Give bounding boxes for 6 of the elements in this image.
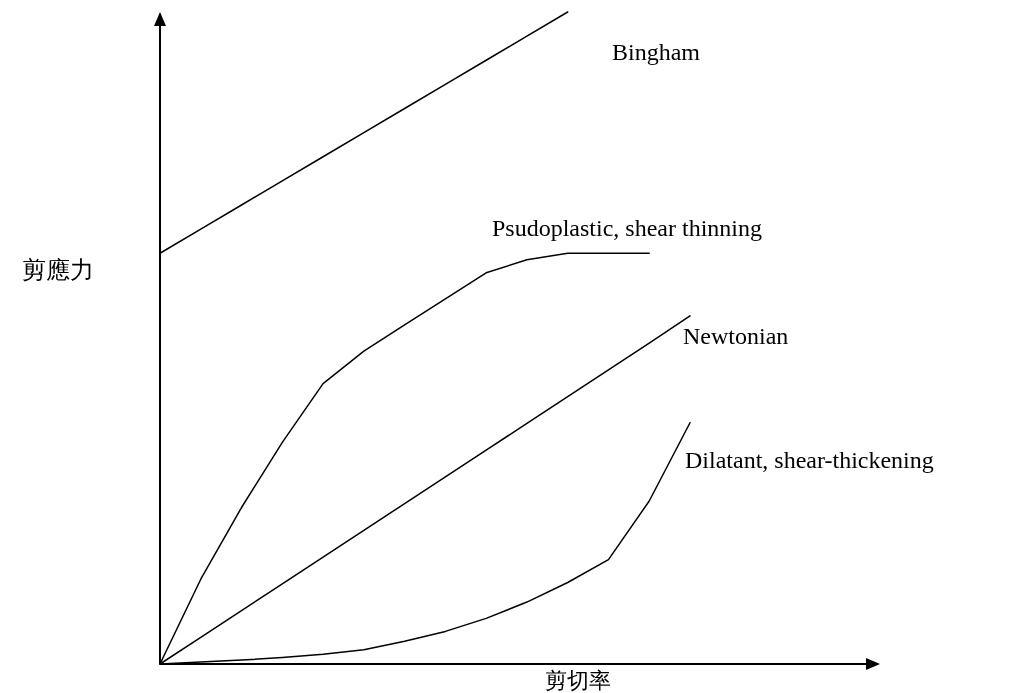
text: Bingham: [612, 39, 701, 65]
y-axis-title: 剪應力: [22, 257, 94, 283]
series-label: Newtonian: [683, 323, 789, 349]
series-label: Psudoplastic, shear thinning: [492, 215, 762, 241]
x-axis-title: 剪切率: [545, 668, 611, 693]
series-label: Dilatant, shear-thickening: [685, 447, 934, 473]
